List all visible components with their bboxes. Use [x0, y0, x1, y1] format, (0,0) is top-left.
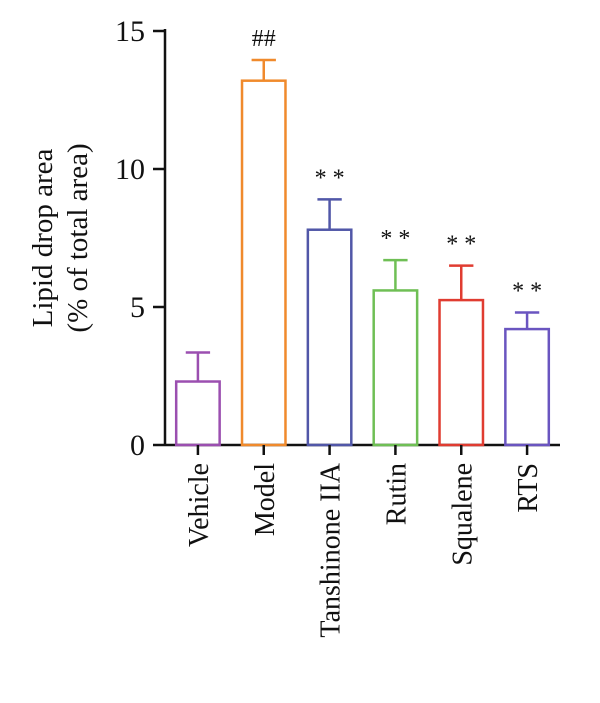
y-tick-label: 5: [130, 291, 145, 324]
y-tick-label: 0: [130, 429, 145, 462]
bar-4: [438, 298, 485, 447]
bar-2: [306, 228, 353, 447]
y-axis-title: Lipid drop area (% of total area): [27, 143, 94, 332]
significance-label-1: ##: [252, 26, 276, 52]
bar-5: [504, 327, 551, 447]
x-category-label-3: Rutin: [381, 463, 412, 525]
significance-label-3: * *: [380, 226, 410, 252]
x-category-label-2: Tanshinone IIA: [316, 462, 347, 637]
bar-1: [240, 79, 287, 447]
bar-0: [174, 380, 221, 447]
category-labels: Vehicle Model Tanshinone IIA Rutin Squalene R…: [184, 445, 544, 638]
significance-label-2: * *: [315, 165, 345, 191]
y-tick-label: 15: [115, 15, 145, 48]
significance-label-5: * *: [512, 279, 542, 305]
x-category-label-4: Squalene: [447, 463, 478, 566]
y-axis-title-line1: Lipid drop area: [27, 148, 59, 327]
axes: 0 5 10 15: [115, 15, 560, 462]
significance-label-4: * *: [446, 232, 476, 258]
x-category-label-0: Vehicle: [184, 463, 215, 547]
y-tick-label: 10: [115, 153, 145, 186]
bars: ## * * * * * * * *: [174, 26, 551, 447]
bar-3: [372, 289, 419, 447]
x-category-label-5: RTS: [513, 463, 544, 513]
x-category-label-1: Model: [250, 463, 281, 536]
y-axis-title-line2: (% of total area): [62, 143, 94, 332]
